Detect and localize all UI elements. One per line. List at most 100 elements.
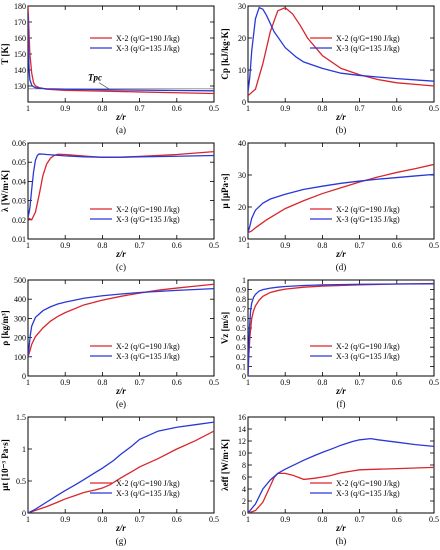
- y-tick-label: 16: [238, 413, 246, 422]
- panel-label: (c): [116, 262, 126, 272]
- x-tick-label: 0.7: [135, 378, 145, 387]
- y-tick-label: 0.5: [236, 324, 246, 333]
- series-line-x3: [28, 13, 214, 92]
- x-tick-label: 0.9: [60, 378, 70, 387]
- x-tick-label: 0.7: [355, 378, 365, 387]
- x-tick-label: 0.5: [429, 378, 439, 387]
- x-tick-label: 0.9: [280, 241, 290, 250]
- legend-entry: X-3 (q/G=135 J/kg): [336, 489, 400, 498]
- x-tick-label: 0.5: [209, 515, 219, 524]
- panel-label: (a): [116, 125, 126, 135]
- plot-frame: [247, 142, 435, 240]
- y-tick-label: 30: [238, 2, 246, 11]
- x-tick-label: 0.7: [355, 241, 365, 250]
- x-tick-label: 0.6: [172, 515, 182, 524]
- x-tick-label: 0.8: [317, 378, 327, 387]
- y-tick-label: 0.01: [12, 235, 26, 244]
- x-tick-label: 1: [26, 515, 30, 524]
- x-tick-label: 1: [246, 241, 250, 250]
- y-tick-label: 0.06: [12, 139, 26, 148]
- x-tick-label: 0.8: [97, 378, 107, 387]
- y-tick-label: 10: [238, 235, 246, 244]
- y-tick-label: 0: [242, 98, 246, 107]
- y-tick-label: 4: [242, 485, 246, 494]
- x-tick-label: 0.5: [209, 378, 219, 387]
- series-line-x3: [28, 153, 214, 219]
- series-line-x2: [248, 163, 434, 234]
- series-line-x3: [248, 6, 434, 93]
- panel-5: 1 0.9 0.8 0.7 0.6 0.500.10.20.30.40.50.60.70.…: [220, 276, 439, 409]
- panel-label: (e): [116, 399, 126, 409]
- x-tick-label: 1: [26, 104, 30, 113]
- y-tick-label: 0.04: [12, 177, 26, 186]
- y-axis-label: μt [10⁻³ Pa·s]: [0, 439, 10, 491]
- y-axis-label: ρ [kg/m³]: [0, 310, 10, 345]
- y-tick-label: 0: [242, 509, 246, 518]
- panel-2: 1 0.9 0.8 0.7 0.6 0.5 0.01 0.02 0.03 0.04 0.05 0.06…: [0, 139, 219, 272]
- x-tick-label: 0.5: [209, 104, 219, 113]
- x-tick-label: 0.7: [355, 104, 365, 113]
- x-tick-label: 0.8: [97, 515, 107, 524]
- x-tick-label: 0.9: [280, 104, 290, 113]
- y-axis-label: Vz [m/s]: [220, 312, 230, 344]
- series-line-x3: [28, 287, 214, 357]
- x-tick-label: 0.6: [172, 104, 182, 113]
- x-tick-label: 0.7: [135, 515, 145, 524]
- y-tick-label: 1: [22, 445, 26, 454]
- legend-entry: X-2 (q/G=190 J/kg): [116, 34, 180, 43]
- plot-frame: [27, 142, 215, 240]
- panel-label: (h): [336, 536, 347, 546]
- panel-4: 1 0.9 0.8 0.7 0.6 0.5 0 100 200 300 400 500 z/r ρ [kg…: [0, 276, 219, 409]
- y-tick-label: 0.4: [236, 334, 246, 343]
- x-tick-label: 0.8: [317, 241, 327, 250]
- series-line-x2: [28, 430, 214, 513]
- x-tick-label: 1: [246, 515, 250, 524]
- panel-6: 1 0.9 0.8 0.7 0.6 0.5 0 0.5 1 1.5 z/r μt [10⁻³ Pa·s…: [0, 413, 219, 546]
- series-line-x2: [248, 466, 434, 513]
- plot-frame: [27, 416, 215, 514]
- x-axis-label: z/r: [115, 112, 126, 122]
- series-line-x2: [28, 283, 214, 357]
- x-tick-label: 1: [246, 378, 250, 387]
- y-tick-label: 10: [238, 449, 246, 458]
- y-axis-label: μ [μPa·s]: [220, 174, 230, 209]
- x-tick-label: 0.9: [60, 241, 70, 250]
- x-tick-label: 0.5: [429, 241, 439, 250]
- y-tick-label: 0: [242, 372, 246, 381]
- y-tick-label: 0.7: [236, 305, 246, 314]
- legend-entry: X-3 (q/G=135 J/kg): [116, 215, 180, 224]
- x-tick-label: 0.6: [172, 241, 182, 250]
- plot-frame: [247, 5, 435, 103]
- y-tick-label: 0.03: [12, 197, 26, 206]
- y-tick-label: 2: [242, 497, 246, 506]
- y-tick-label: 14: [238, 425, 246, 434]
- x-tick-label: 0.7: [135, 241, 145, 250]
- y-axis-label: λ [W/m·K]: [0, 170, 10, 212]
- legend-entry: X-2 (q/G=190 J/kg): [336, 34, 400, 43]
- legend-entry: X-2 (q/G=190 J/kg): [336, 479, 400, 488]
- x-tick-label: 0.9: [60, 515, 70, 524]
- x-tick-label: 0.9: [60, 104, 70, 113]
- x-tick-label: 0.6: [392, 515, 402, 524]
- legend-entry: X-2 (q/G=190 J/kg): [116, 342, 180, 351]
- y-axis-label: T [K]: [0, 43, 10, 64]
- x-tick-label: 0.8: [97, 241, 107, 250]
- y-tick-label: 0.9: [236, 286, 246, 295]
- x-tick-label: 0.6: [392, 241, 402, 250]
- y-axis-label: λeff [W/m·K]: [220, 439, 230, 491]
- x-tick-label: 0.6: [392, 104, 402, 113]
- series-line-x3: [28, 421, 214, 513]
- legend-entry: X-2 (q/G=190 J/kg): [116, 205, 180, 214]
- y-tick-label: 180: [14, 2, 26, 11]
- y-tick-label: 0.2: [236, 353, 246, 362]
- y-tick-label: 0.05: [12, 158, 26, 167]
- y-tick-label: 20: [238, 34, 246, 43]
- y-tick-label: 160: [14, 34, 26, 43]
- series-line-x2: [248, 6, 434, 97]
- annotation-label: Tpc: [88, 73, 102, 83]
- x-tick-label: 0.5: [429, 515, 439, 524]
- x-tick-label: 0.5: [209, 241, 219, 250]
- legend-entry: X-3 (q/G=135 J/kg): [336, 215, 400, 224]
- panel-label: (f): [337, 399, 346, 409]
